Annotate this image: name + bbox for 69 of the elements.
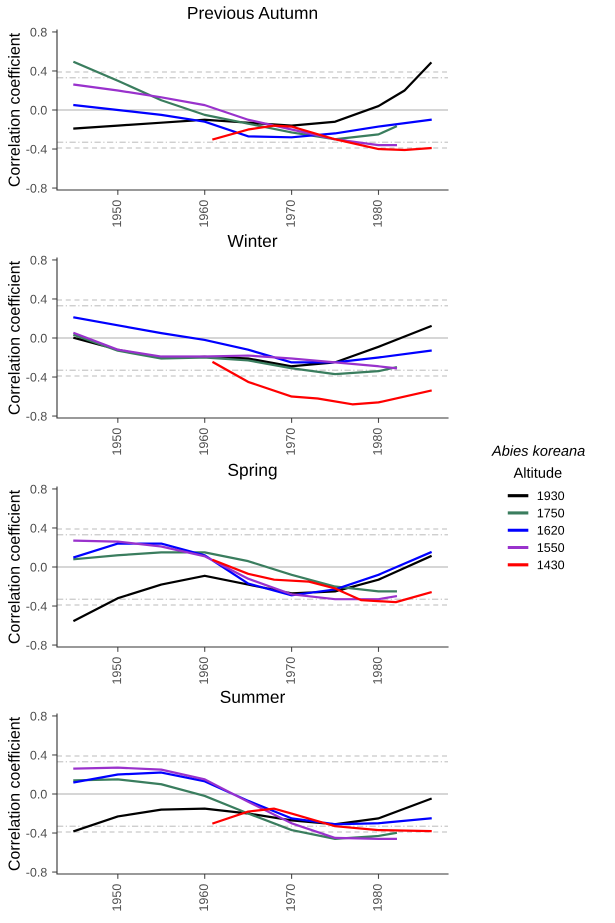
x-tick-label: 1980 (372, 884, 382, 911)
y-tick-label: 0.0 (30, 106, 47, 115)
x-tick-label: 1980 (372, 428, 382, 455)
legend-label: 1930 (538, 491, 564, 500)
x-tick-label: 1950 (112, 200, 122, 227)
y-tick-label: 0.8 (30, 712, 47, 721)
y-tick-label: -0.8 (26, 412, 47, 421)
x-tick-label: 1950 (112, 657, 122, 684)
x-tick-label: 1970 (286, 428, 295, 455)
y-axis-title: Correlation coefficient (8, 33, 20, 186)
y-axis-title: Correlation coefficient (8, 490, 20, 644)
line-series (73, 771, 432, 826)
y-tick-label: -0.4 (26, 372, 47, 382)
x-tick-label: 1970 (286, 657, 295, 684)
chart-title: Spring (228, 463, 276, 480)
x-tick-label: 1980 (372, 200, 382, 227)
x-tick-label: 1960 (199, 200, 208, 227)
y-tick-label: 0.4 (30, 750, 47, 760)
line-series (73, 61, 397, 140)
line-series (73, 798, 432, 832)
x-tick-label: 1960 (199, 884, 208, 911)
legend-title: Abies koreana Altitude (491, 445, 585, 478)
line-series (73, 334, 397, 376)
legend-label: 1750 (538, 508, 564, 518)
chart-title: Summer (220, 690, 286, 704)
y-tick-label: -0.8 (26, 640, 47, 650)
y-tick-label: 0.0 (30, 562, 47, 572)
line-series (212, 361, 432, 406)
line-series (73, 778, 397, 840)
line-series (73, 766, 397, 840)
line-series (73, 104, 432, 138)
x-tick-label: 1950 (112, 428, 122, 455)
x-tick-label: 1970 (286, 884, 295, 911)
y-axis-title: Correlation coefficient (8, 717, 20, 870)
chart-title: Winter (227, 234, 278, 248)
line-series (73, 540, 397, 600)
line-series (212, 808, 432, 832)
x-tick-label: 1960 (199, 428, 208, 455)
line-series (212, 124, 432, 152)
legend-label: 1620 (538, 526, 564, 535)
line-series (73, 84, 397, 146)
line-series (73, 62, 432, 130)
y-tick-label: 0.4 (30, 294, 47, 304)
y-tick-label: -0.4 (26, 828, 47, 838)
y-tick-label: 0.8 (30, 484, 47, 494)
y-tick-label: -0.8 (26, 184, 47, 193)
y-tick-label: -0.4 (26, 144, 47, 154)
line-series (73, 332, 397, 370)
y-tick-label: -0.8 (26, 868, 47, 877)
y-tick-label: 0.8 (30, 256, 47, 265)
x-tick-label: 1970 (286, 200, 295, 227)
y-tick-label: 0.4 (30, 524, 47, 533)
legend-label: 1430 (538, 560, 564, 570)
y-axis-title: Correlation coefficient (8, 261, 20, 414)
line-series (212, 559, 432, 604)
line-series (73, 316, 432, 364)
line-series (73, 542, 432, 596)
line-series (73, 551, 397, 592)
chart-title: Previous Autumn (188, 6, 317, 20)
y-tick-label: 0.0 (30, 790, 47, 799)
line-series (73, 555, 432, 622)
x-tick-label: 1950 (112, 884, 122, 911)
y-tick-label: 0.0 (30, 334, 47, 343)
y-tick-label: 0.4 (30, 66, 47, 76)
x-tick-label: 1960 (199, 657, 208, 684)
y-tick-label: 0.8 (30, 28, 47, 37)
legend-label: 1550 (538, 543, 564, 552)
x-tick-label: 1980 (372, 657, 382, 684)
y-tick-label: -0.4 (26, 602, 47, 611)
